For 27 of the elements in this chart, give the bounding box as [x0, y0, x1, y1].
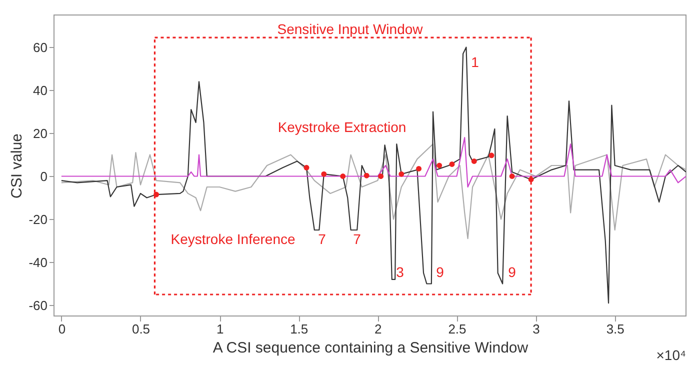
x-tick-label: 0.5	[132, 322, 150, 336]
annotation: 9	[436, 264, 444, 280]
annotation: 9	[508, 264, 516, 280]
y-tick-label: -60	[28, 298, 48, 313]
x-tick-label: 2	[374, 322, 382, 336]
text: ×10⁴	[656, 347, 686, 363]
x-tick-label: 3.5	[606, 322, 624, 336]
x-tick-label: 0	[58, 322, 66, 336]
annotation: Keystroke Extraction	[278, 119, 406, 135]
annotation: Keystroke Inference	[170, 231, 296, 247]
y-tick-label: -40	[28, 254, 48, 270]
y-tick-label: 60	[33, 40, 48, 55]
x-tick-label: 2.5	[448, 322, 466, 336]
x-axis-title: A CSI sequence containing a Sensitive Window	[212, 340, 528, 356]
x-tick-label: 1.5	[290, 322, 308, 336]
y-axis-title: CSI value	[8, 133, 26, 199]
y-tick-label: 20	[33, 126, 48, 141]
annotation: 3	[396, 264, 404, 280]
annotation: 1	[471, 54, 480, 70]
x-tick-label: 1	[216, 322, 224, 336]
y-tick-label: -20	[28, 212, 48, 227]
y-tick-label: 0	[40, 168, 48, 184]
annotation: 7	[353, 231, 362, 247]
annotation: Sensitive Input Window	[277, 21, 424, 37]
annotation: 7	[318, 231, 326, 247]
y-tick-label: 40	[33, 82, 48, 98]
x-tick-label: 3	[532, 322, 540, 336]
